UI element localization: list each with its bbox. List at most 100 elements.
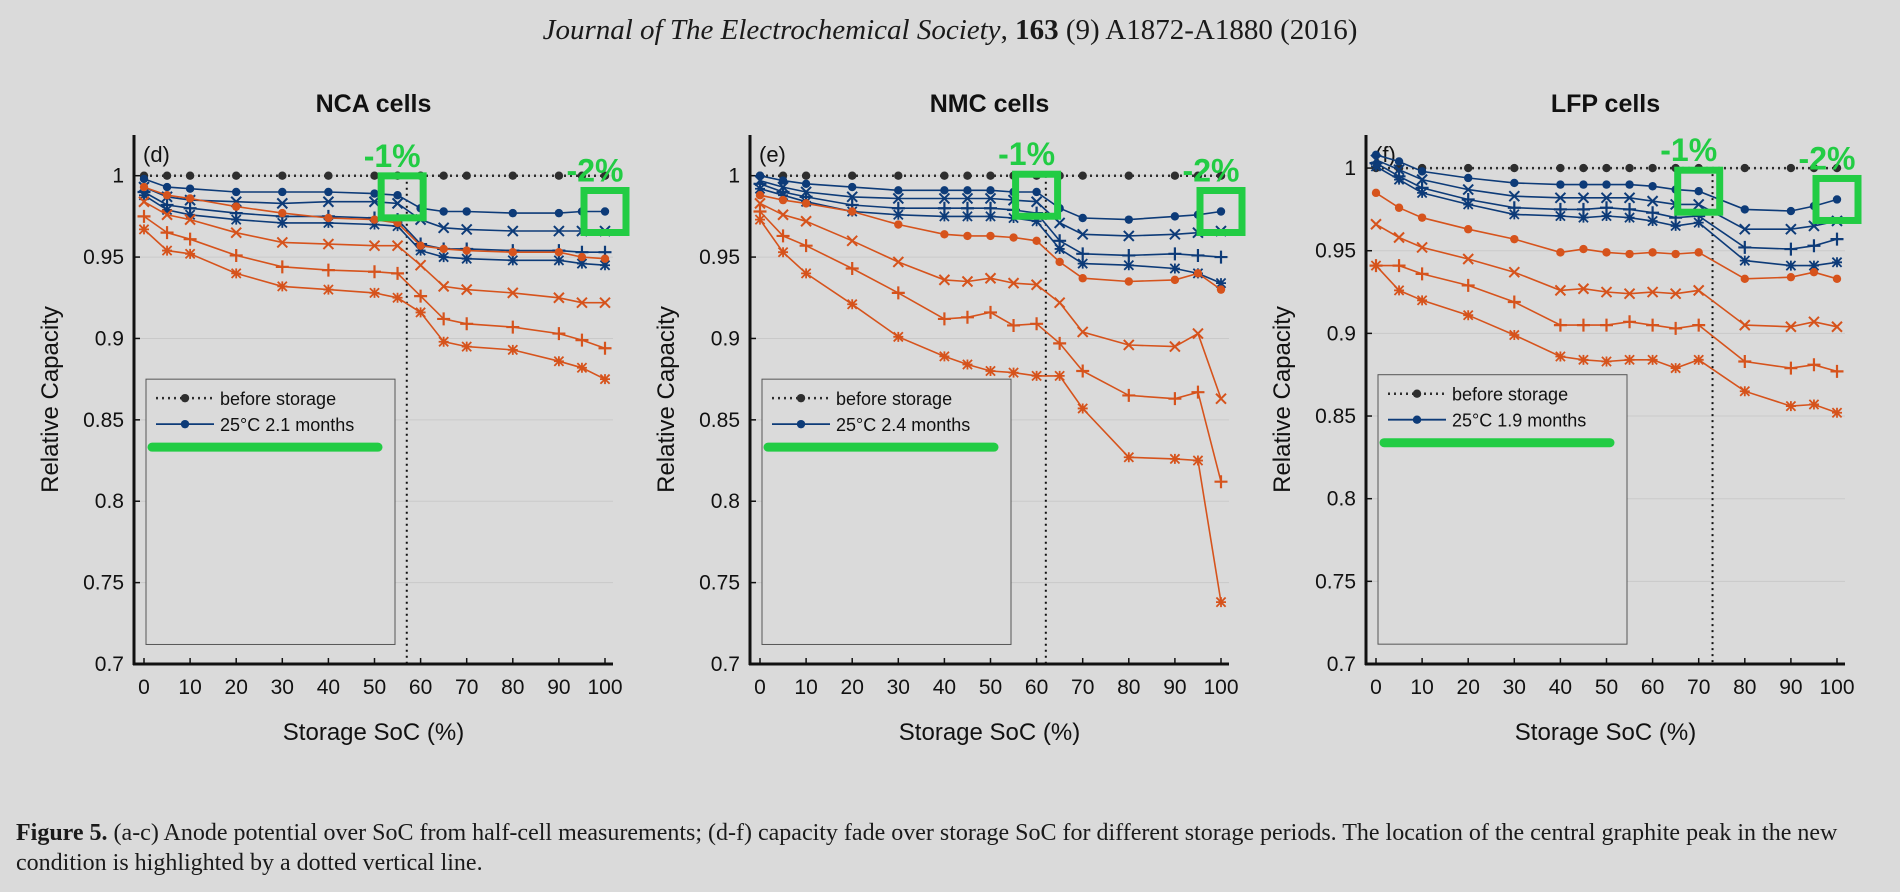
data-point: [507, 225, 519, 237]
data-point: [1600, 286, 1613, 298]
data-point: [961, 192, 974, 205]
x-tick-label: 30: [1503, 676, 1526, 699]
series-path: [759, 219, 1222, 603]
data-point: [1169, 340, 1181, 353]
data-point: [414, 289, 428, 303]
data-point: [986, 186, 995, 195]
data-point: [1371, 188, 1381, 198]
data-point: [1216, 171, 1226, 180]
data-point: [1832, 195, 1842, 204]
data-point: [324, 213, 333, 223]
x-tick-label: 40: [317, 676, 340, 699]
data-point: [1008, 367, 1019, 378]
x-tick-label: 80: [1117, 676, 1140, 699]
series-path: [759, 194, 1222, 291]
data-point: [229, 248, 243, 262]
data-point: [1692, 284, 1705, 297]
data-point: [938, 274, 951, 286]
data-point: [1669, 287, 1682, 300]
data-point: [1077, 258, 1088, 269]
data-point: [577, 171, 587, 180]
data-point: [1577, 283, 1590, 295]
data-point: [1076, 247, 1090, 261]
data-point: [1648, 163, 1657, 173]
data-point: [392, 292, 403, 304]
data-point: [370, 189, 379, 198]
data-point: [507, 255, 519, 266]
data-point: [1415, 267, 1429, 281]
data-point: [800, 268, 812, 279]
data-point: [1417, 213, 1427, 222]
data-point: [554, 208, 564, 218]
data-point: [1692, 198, 1705, 211]
data-point: [1808, 316, 1820, 328]
series-line: [1371, 188, 1842, 284]
data-point: [1738, 240, 1752, 254]
data-point: [1077, 403, 1088, 414]
x-axis-label: Storage SoC (%): [1515, 719, 1696, 746]
data-point: [1577, 192, 1590, 204]
data-point: [322, 196, 335, 208]
x-tick-label: 90: [1779, 676, 1802, 699]
highlight-label: -2%: [1183, 153, 1240, 189]
data-point: [1601, 210, 1612, 222]
data-point: [1579, 180, 1588, 189]
data-point: [891, 286, 905, 300]
data-point: [554, 171, 564, 180]
data-point: [232, 187, 241, 197]
data-point: [1464, 225, 1473, 234]
y-tick-label: 0.8: [1327, 488, 1356, 511]
y-axis-label: Relative Capacity: [653, 306, 680, 493]
data-point: [507, 287, 519, 299]
data-point: [323, 284, 334, 295]
data-point: [1508, 190, 1521, 202]
series-path: [1375, 223, 1838, 328]
data-point: [1784, 361, 1798, 375]
data-point: [1123, 452, 1135, 463]
y-tick-label: 0.95: [83, 246, 124, 269]
x-tick-label: 100: [587, 676, 622, 699]
data-point: [1786, 206, 1796, 216]
data-point: [984, 272, 997, 284]
series-line: [1370, 218, 1843, 333]
data-point: [1462, 253, 1474, 265]
data-point: [846, 235, 858, 247]
data-point: [1692, 318, 1706, 332]
data-point: [508, 247, 517, 257]
data-point: [1417, 167, 1427, 176]
data-point: [1786, 163, 1796, 173]
data-point: [438, 336, 449, 347]
data-point: [1624, 212, 1635, 223]
data-point: [1394, 203, 1404, 212]
data-point: [1694, 187, 1703, 196]
data-point: [777, 189, 789, 201]
y-tick-label: 0.95: [1315, 240, 1356, 263]
legend-label: 25°C 2.4 months: [836, 415, 970, 435]
data-point: [754, 183, 766, 194]
data-point: [848, 207, 857, 216]
data-point: [1216, 207, 1226, 216]
series-path: [1375, 192, 1838, 280]
data-point: [324, 187, 333, 197]
data-point: [1808, 260, 1820, 271]
data-point: [1509, 329, 1520, 341]
chart-title: LFP cells: [1551, 90, 1660, 118]
data-point: [277, 281, 288, 292]
series-path: [759, 202, 1222, 399]
chart-title: NCA cells: [316, 90, 432, 118]
figure-caption: Figure 5. (a-c) Anode potential over SoC…: [16, 818, 1886, 878]
highlight-label: -2%: [567, 153, 624, 189]
data-point: [1739, 255, 1751, 266]
data-point: [1192, 455, 1204, 466]
data-point: [1556, 248, 1565, 257]
data-point: [161, 209, 173, 221]
data-point: [777, 209, 789, 221]
data-point: [1807, 239, 1821, 253]
data-point: [576, 296, 588, 309]
data-point: [892, 256, 905, 268]
caption-label: Figure 5.: [16, 820, 108, 846]
x-tick-label: 20: [841, 676, 864, 699]
data-point: [1556, 180, 1565, 189]
data-point: [369, 287, 380, 299]
caption-text: (a-c) Anode potential over SoC from half…: [16, 820, 1838, 876]
